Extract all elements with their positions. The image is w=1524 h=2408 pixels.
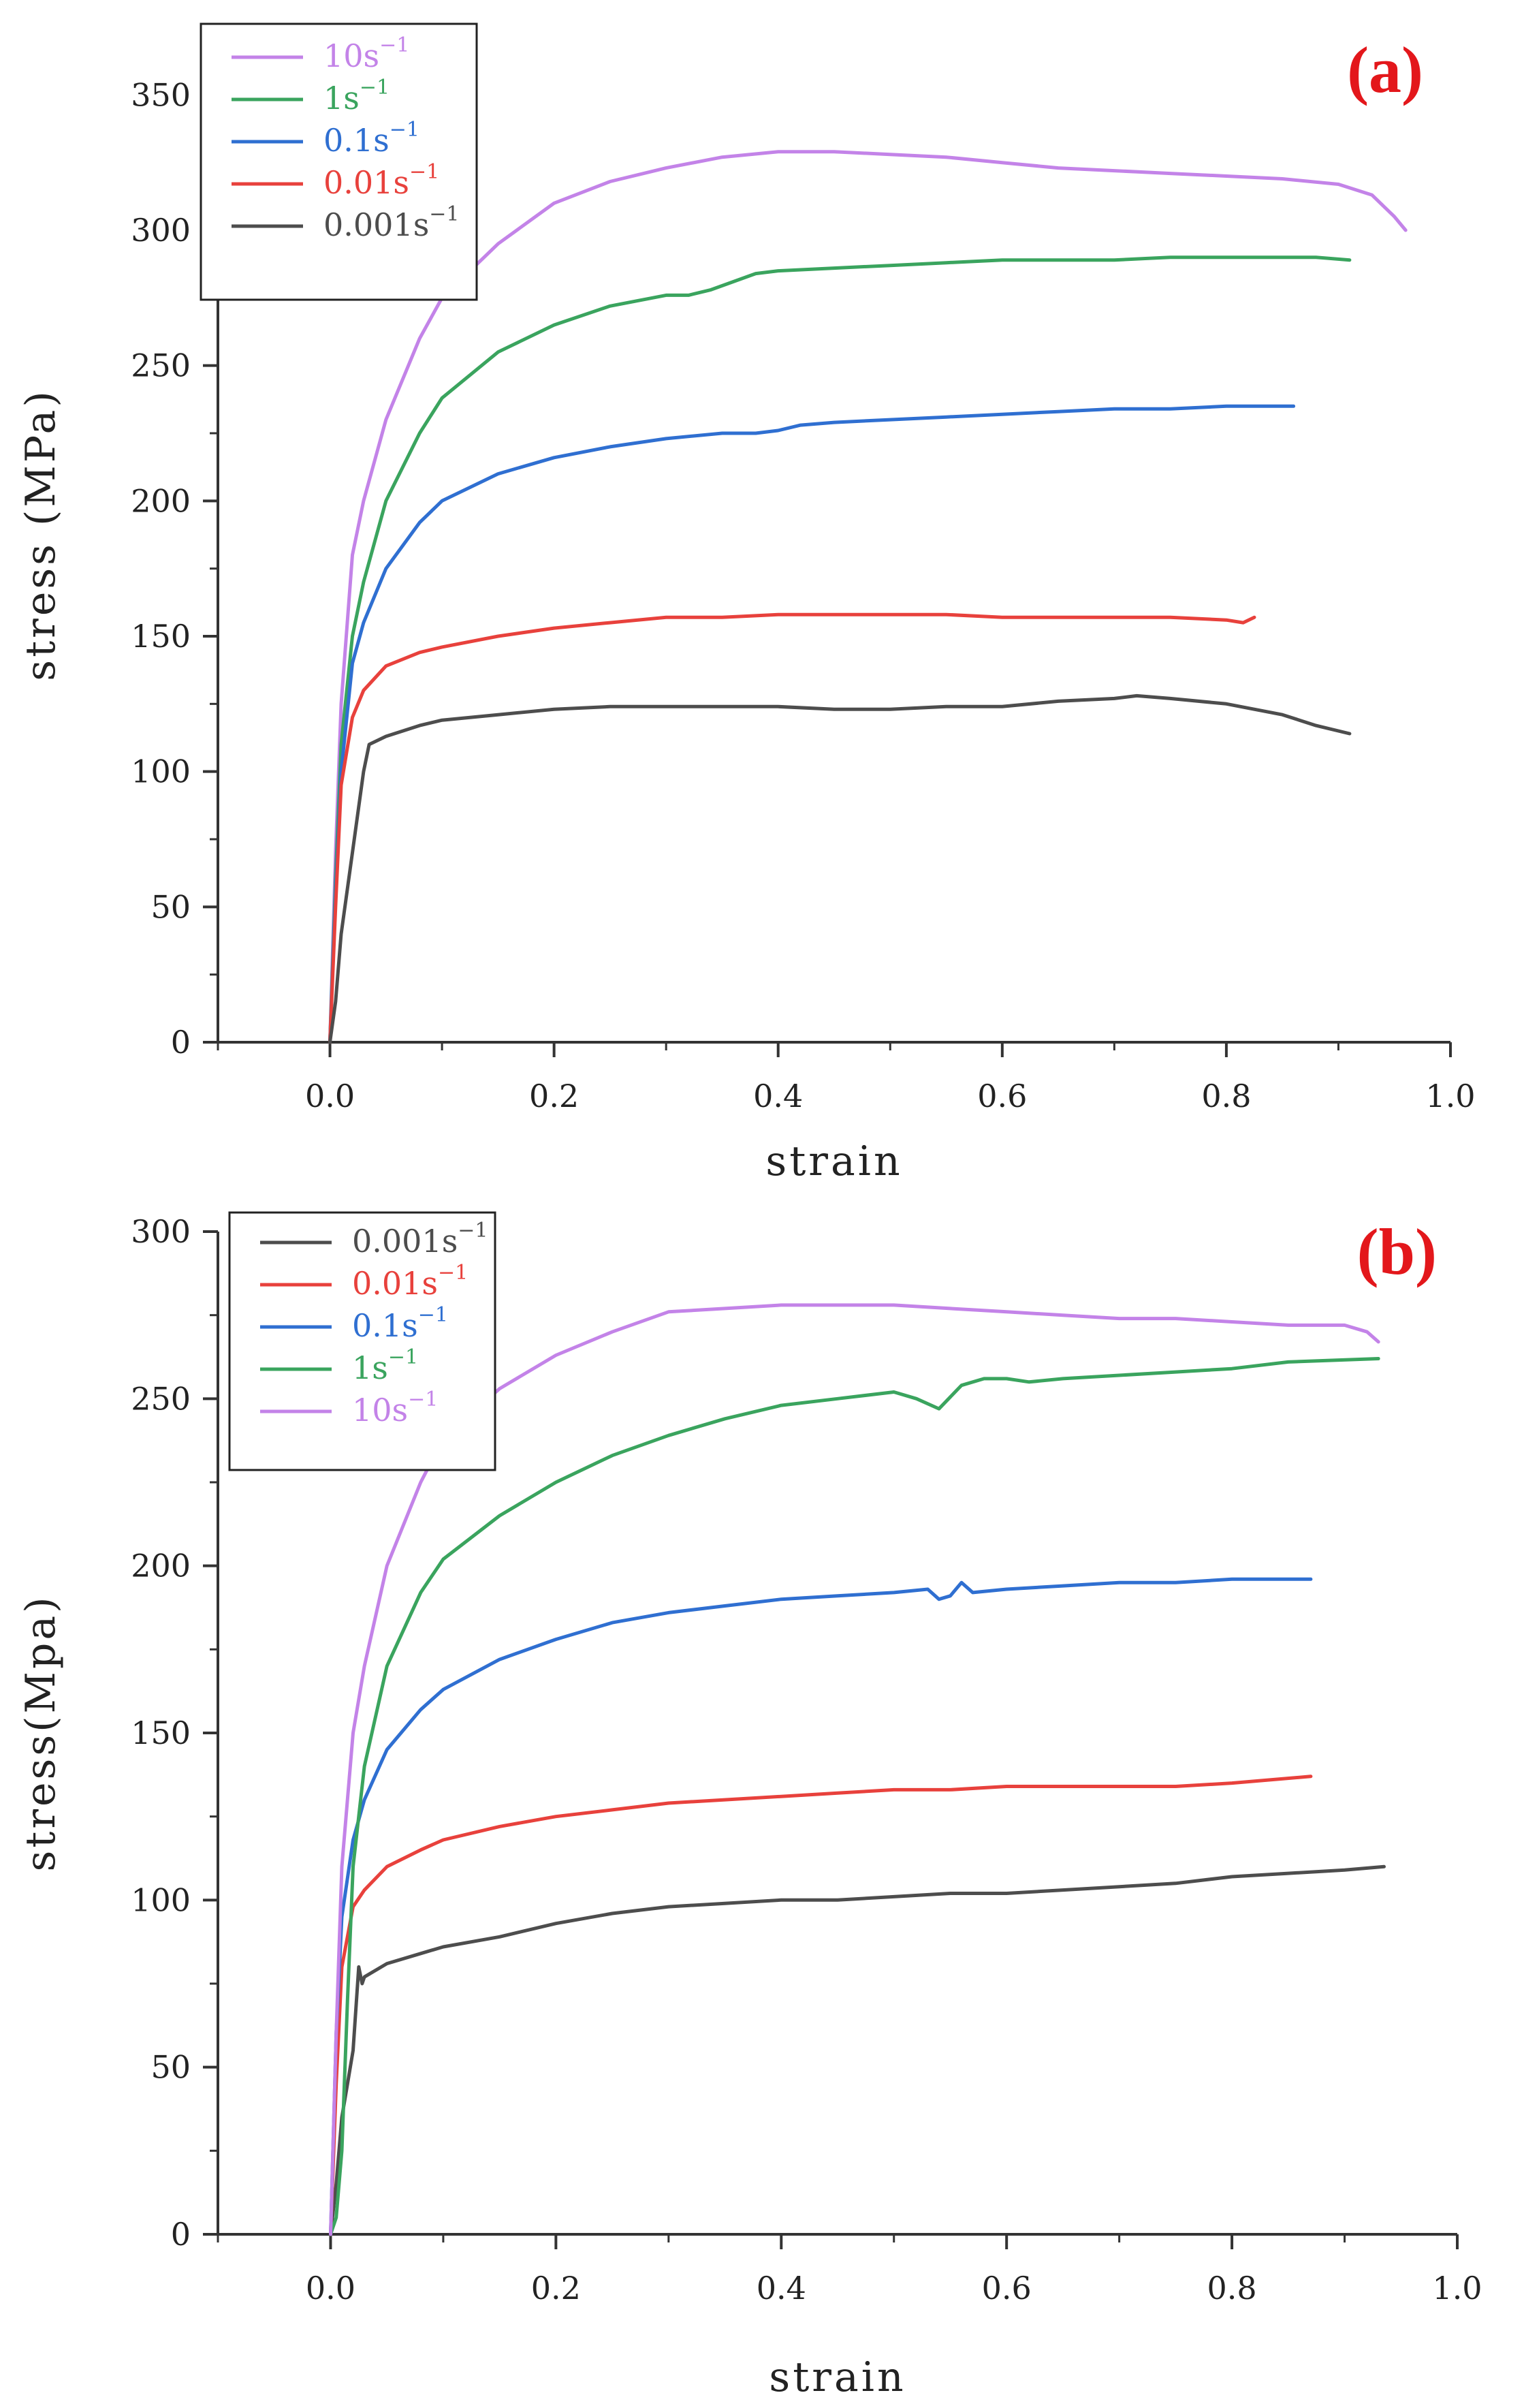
legend-label-superscript: −1 xyxy=(360,76,390,99)
panel-label: (b) xyxy=(1357,1215,1437,1288)
legend-label-text: 0.1s xyxy=(323,122,390,159)
x-tick-label: 0.2 xyxy=(531,2270,581,2307)
legend-label-text: 1s xyxy=(323,80,360,116)
series-line-0-1s xyxy=(329,1577,1313,2236)
y-tick-label: 200 xyxy=(131,1548,191,1584)
chart-panel-b: 0 50 100 150 200 250 300 0.0 0.2 0.4 0.6 0.8 1.0 stra… xyxy=(17,1211,1482,2401)
panel-label: (a) xyxy=(1347,33,1423,106)
legend-label-superscript: −1 xyxy=(388,1345,418,1369)
legend-label: 0.01s−1 xyxy=(352,1261,468,1302)
x-tick-label: 0.0 xyxy=(306,2270,355,2307)
y-tick-label: 250 xyxy=(131,347,191,384)
y-tick-label: 0 xyxy=(171,1024,191,1061)
legend-item: 0.01s−1 xyxy=(232,160,439,201)
x-tick-label: 0.6 xyxy=(977,1078,1027,1114)
legend-label-superscript: −1 xyxy=(390,118,419,142)
series-line-10s xyxy=(328,150,1408,1044)
legend-label-superscript: −1 xyxy=(438,1261,468,1285)
y-tick-label: 50 xyxy=(150,2049,191,2086)
legend-label: 10s−1 xyxy=(323,33,409,74)
legend-label: 1s−1 xyxy=(352,1345,418,1386)
y-tick-label: 150 xyxy=(131,618,191,655)
y-axis-title: stress (MPa) xyxy=(17,388,65,681)
legend-label-text: 0.01s xyxy=(352,1265,438,1302)
legend-label-text: 0.001s xyxy=(352,1223,458,1260)
x-tick-label: 0.8 xyxy=(1201,1078,1251,1114)
y-tick-label: 350 xyxy=(131,76,191,113)
chart-panel-a: 0 50 100 150 200 250 300 350 0.0 0.2 0.4 0.6 0.8 1.0 s… xyxy=(17,22,1476,1185)
y-tick-label: 50 xyxy=(150,888,191,925)
legend-item: 0.001s−1 xyxy=(260,1219,488,1260)
x-tick-label: 0.8 xyxy=(1207,2270,1257,2307)
legend-item: 10s−1 xyxy=(232,33,409,74)
legend-item: 0.1s−1 xyxy=(232,118,419,159)
x-axis-title: strain xyxy=(769,2354,906,2401)
legend-label-superscript: −1 xyxy=(458,1219,488,1242)
legend-label-superscript: −1 xyxy=(379,33,409,57)
x-tick-label: 0.6 xyxy=(982,2270,1032,2307)
legend-item: 0.001s−1 xyxy=(232,202,460,243)
x-tick-label: 0.4 xyxy=(753,1078,803,1114)
legend-label-superscript: −1 xyxy=(408,1388,438,1411)
x-tick-label: 0.2 xyxy=(529,1078,579,1114)
y-axis-title: stress(Mpa) xyxy=(17,1594,65,1871)
series-line-0-1s xyxy=(328,404,1296,1044)
legend-label-text: 10s xyxy=(323,37,379,74)
x-axis-title: strain xyxy=(765,1138,902,1185)
y-tick-label: 250 xyxy=(131,1380,191,1417)
legend-label: 0.1s−1 xyxy=(323,118,419,159)
legend-label-text: 0.001s xyxy=(323,206,429,243)
legend-label-superscript: −1 xyxy=(429,202,459,226)
x-tick-label: 0.4 xyxy=(757,2270,806,2307)
legend-item: 0.1s−1 xyxy=(260,1303,448,1344)
legend-label-text: 0.1s xyxy=(352,1307,418,1344)
series-line-0-001s xyxy=(328,693,1352,1044)
y-tick-label: 300 xyxy=(131,212,191,249)
x-tick-label: 0.0 xyxy=(305,1078,355,1114)
legend-label: 0.001s−1 xyxy=(352,1219,488,1260)
legend-label-text: 1s xyxy=(352,1349,388,1386)
legend-item: 0.01s−1 xyxy=(260,1261,468,1302)
series-line-10s xyxy=(329,1303,1380,2236)
series-line-0-001s xyxy=(329,1864,1386,2236)
legend-item: 1s−1 xyxy=(260,1345,418,1386)
y-tick-label: 100 xyxy=(131,1881,191,1918)
y-tick-label: 300 xyxy=(131,1213,191,1250)
y-tick-label: 200 xyxy=(131,482,191,519)
legend-item: 1s−1 xyxy=(232,76,390,116)
legend-item: 10s−1 xyxy=(260,1388,438,1428)
legend-box xyxy=(228,1211,496,1471)
legend-label: 1s−1 xyxy=(323,76,390,116)
legend-label: 0.01s−1 xyxy=(323,160,439,201)
series-line-0-01s xyxy=(328,612,1256,1044)
y-tick-label: 150 xyxy=(131,1715,191,1751)
series-line-0-01s xyxy=(329,1774,1313,2236)
y-tick-label: 0 xyxy=(171,2216,191,2253)
legend-box xyxy=(200,22,478,301)
legend-label: 0.1s−1 xyxy=(352,1303,448,1344)
legend-label-superscript: −1 xyxy=(418,1303,448,1327)
x-tick-label: 1.0 xyxy=(1425,1078,1475,1114)
legend-label-text: 10s xyxy=(352,1392,408,1428)
series-line-1s xyxy=(328,255,1352,1044)
legend-label-superscript: −1 xyxy=(409,160,439,184)
legend-label: 10s−1 xyxy=(352,1388,438,1428)
legend-label-text: 0.01s xyxy=(323,164,409,201)
series-line-1s xyxy=(329,1357,1380,2236)
legend: 10s−11s−10.1s−10.01s−10.001s−1 xyxy=(200,22,478,301)
legend-label: 0.001s−1 xyxy=(323,202,460,243)
x-tick-label: 1.0 xyxy=(1432,2270,1482,2307)
y-tick-label: 100 xyxy=(131,753,191,790)
